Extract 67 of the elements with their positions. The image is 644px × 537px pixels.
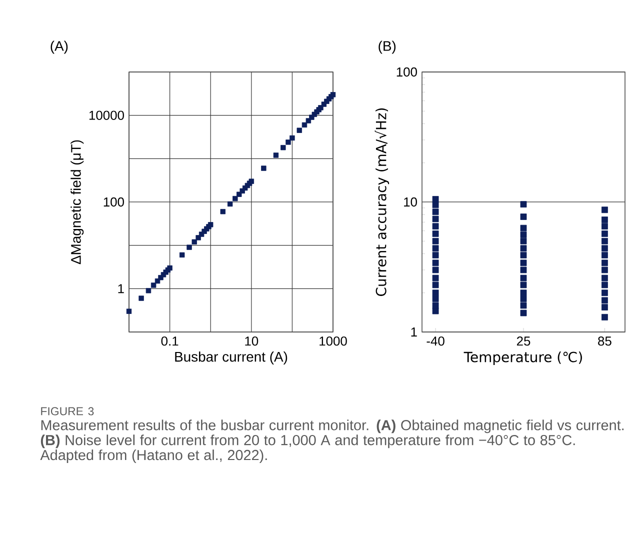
point <box>432 266 439 274</box>
chart-title: (B) <box>378 40 396 54</box>
x-tick-label: -40 <box>426 336 444 346</box>
point <box>520 274 527 282</box>
point <box>432 252 439 258</box>
point <box>432 230 439 237</box>
point <box>602 260 608 266</box>
y-axis-title: ΔMagnetic field (μT) <box>70 140 84 264</box>
point <box>432 202 439 208</box>
y-tick-label: 100 <box>104 197 124 207</box>
point <box>432 216 439 222</box>
point <box>520 260 527 266</box>
point <box>432 223 439 230</box>
y-tick-label: 100 <box>396 67 417 77</box>
point <box>432 208 439 216</box>
x-axis-title: Temperature (℃) <box>464 351 582 365</box>
y-axis-title: Current accuracy (mA/√Hz) <box>374 108 390 296</box>
point <box>602 304 608 310</box>
point <box>602 230 608 237</box>
point <box>432 296 439 302</box>
point <box>520 214 527 220</box>
y-tick-label: 1 <box>118 284 124 294</box>
point <box>602 290 608 296</box>
point <box>520 232 527 238</box>
text: Measurement results of the busbar current monitor. (A) Obtained magnetic field vs current. (B) Noise level for current from 20 to 1,000 A and temperature from −40°C to 85°C. Adapted from (Hatano et al., 2022). <box>40 420 624 464</box>
point <box>520 245 527 252</box>
point <box>602 252 608 258</box>
point <box>520 266 527 274</box>
point <box>602 216 608 223</box>
point <box>432 302 439 309</box>
point <box>520 302 527 309</box>
x-axis-title: Busbar current (A) <box>175 352 288 364</box>
point <box>520 201 527 208</box>
point <box>432 260 439 266</box>
point <box>602 282 608 288</box>
point <box>432 290 439 296</box>
point <box>602 223 608 230</box>
point <box>520 238 527 244</box>
x-tick-label: 1000 <box>320 336 347 346</box>
point <box>602 266 608 274</box>
point <box>520 290 527 296</box>
point <box>520 282 527 288</box>
point <box>520 252 527 258</box>
point <box>432 238 439 244</box>
point <box>602 238 608 244</box>
point <box>602 314 608 320</box>
y-tick-label: 10000 <box>89 110 124 120</box>
x-tick-label: 25 <box>516 336 530 346</box>
point <box>602 245 608 252</box>
caption: FIGURE 3 <box>41 407 94 416</box>
x-tick-label: 10 <box>245 336 258 346</box>
x-tick-label: 0.1 <box>161 336 178 346</box>
point <box>602 297 608 304</box>
point <box>432 245 439 252</box>
x-tick-label: 85 <box>598 336 612 346</box>
point <box>602 274 608 282</box>
point <box>520 310 527 316</box>
y-tick-label: 10 <box>404 197 417 207</box>
chart-title: (A) <box>50 40 68 54</box>
point <box>520 224 527 232</box>
point <box>432 274 439 282</box>
point <box>520 296 527 302</box>
y-tick-label: 1 <box>411 328 417 336</box>
point <box>432 196 439 202</box>
point <box>602 206 608 214</box>
point <box>432 308 439 314</box>
point <box>432 282 439 288</box>
